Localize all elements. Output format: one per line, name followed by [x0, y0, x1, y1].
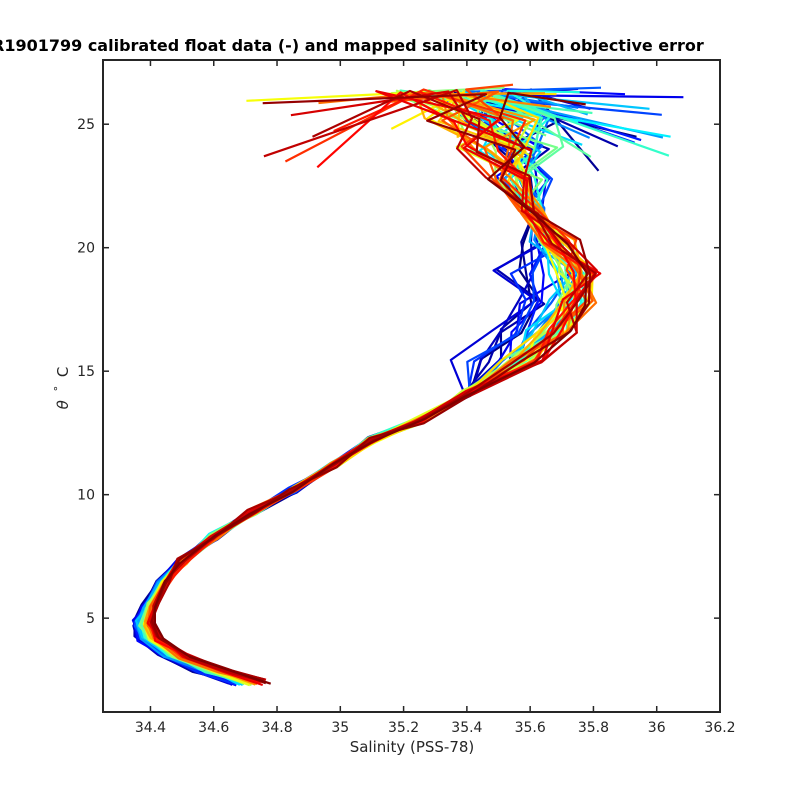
profile-line: [134, 92, 635, 686]
y-tick-label: 25: [77, 117, 95, 133]
x-tick-label: 36: [648, 720, 666, 736]
profile-line: [140, 88, 670, 683]
x-tick-label: 35.4: [451, 720, 482, 736]
profile-line: [133, 91, 637, 681]
x-axis-ticks: 34.4 34.6 34.8 35 35.2 35.4 35.6 35.8 36 36.2: [135, 60, 736, 736]
plot-border: [102, 59, 721, 713]
x-tick-label: 34.4: [135, 720, 166, 736]
y-tick-label: 10: [77, 488, 95, 504]
y-tick-label: 5: [86, 611, 95, 627]
y-tick-label: 15: [77, 364, 95, 380]
x-tick-label: 35: [331, 720, 349, 736]
x-tick-label: 35.2: [388, 720, 419, 736]
profile-line: [134, 91, 650, 686]
x-tick-label: 34.6: [198, 720, 229, 736]
profile-line: [133, 90, 642, 682]
profile-line: [140, 91, 671, 685]
y-tick-label: 20: [77, 241, 95, 257]
profile-lines: [131, 83, 684, 687]
x-axis-label: Salinity (PSS-78): [350, 738, 475, 756]
y-axis-label-unit: C: [54, 367, 72, 377]
profile-line: [153, 91, 588, 685]
y-axis-label: θ ° C: [48, 367, 72, 410]
profile-line: [131, 93, 684, 687]
y-axis-ticks: 5 10 15 20 25: [77, 117, 720, 627]
chart-title: R1901799 calibrated float data (-) and m…: [0, 36, 800, 55]
x-tick-label: 35.6: [515, 720, 546, 736]
x-tick-label: 34.8: [261, 720, 292, 736]
x-tick-label: 36.2: [704, 720, 735, 736]
profile-line: [133, 92, 662, 683]
profile-line: [146, 90, 602, 687]
y-axis-label-degree: °: [52, 386, 65, 392]
svg-text:θ ° C: θ ° C: [48, 367, 72, 410]
x-tick-label: 35.8: [578, 720, 609, 736]
axes-frame: [102, 59, 721, 713]
profile-line: [135, 90, 664, 683]
y-axis-label-theta: θ: [54, 400, 72, 409]
chart-title-text: R1901799 calibrated float data (-) and m…: [0, 36, 704, 55]
profile-line: [149, 89, 597, 681]
